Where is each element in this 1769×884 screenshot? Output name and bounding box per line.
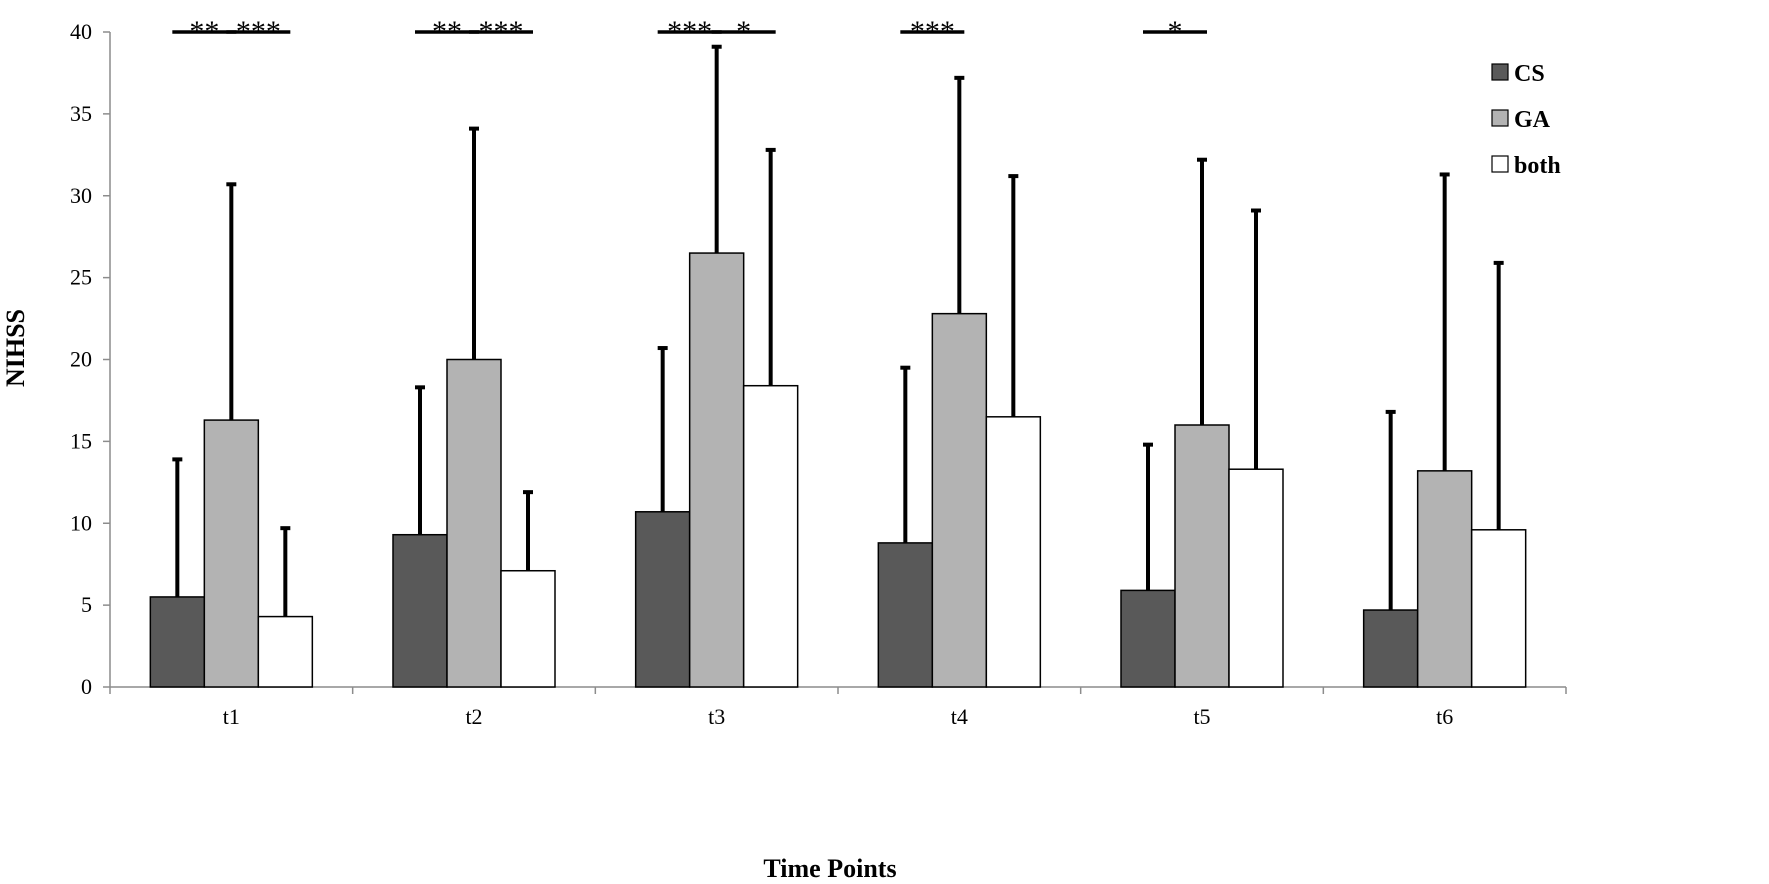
- bar-ga-t1: [203, 419, 260, 688]
- bar-both-t4: [985, 416, 1042, 688]
- significance-label: **: [432, 15, 462, 48]
- y-tick-label: 15: [70, 428, 92, 453]
- significance-label: *: [736, 15, 751, 48]
- bars: [149, 44, 1527, 688]
- y-axis-title: NIHSS: [1, 309, 30, 387]
- legend-label: both: [1514, 153, 1561, 179]
- bar-ga-t3: [688, 252, 745, 688]
- significance-label: ***: [479, 15, 524, 48]
- bar-cs-t5: [1120, 589, 1176, 688]
- bar-both-t2: [500, 569, 556, 688]
- bar-cs-t6: [1362, 609, 1419, 688]
- y-tick-label: 25: [70, 265, 92, 290]
- y-tick-label: 5: [81, 592, 92, 617]
- legend: CS GA both: [1491, 61, 1561, 179]
- y-tick-label: 30: [70, 183, 92, 208]
- significance-label: **: [189, 15, 219, 48]
- significance-label: ***: [236, 15, 281, 48]
- bar-ga-t2: [446, 358, 502, 688]
- bar-cs-t3: [634, 511, 691, 688]
- bar-ga-t5: [1174, 424, 1230, 688]
- bar-both-t6: [1470, 529, 1527, 688]
- legend-swatch: [1491, 155, 1509, 173]
- axes: 0 5 10 15 20 25 30 35 40 t1 t2 t3 t4 t5 t6: [70, 19, 1567, 729]
- x-axis-title: Time Points: [763, 854, 896, 883]
- x-tick-label: t1: [223, 704, 240, 729]
- x-tick-label: t5: [1193, 704, 1210, 729]
- y-tick-label: 35: [70, 101, 92, 126]
- significance-label: ***: [910, 15, 955, 48]
- legend-swatch: [1491, 109, 1509, 127]
- bar-both-t1: [257, 615, 314, 688]
- x-tick-label: t2: [465, 704, 482, 729]
- x-tick-label: t6: [1436, 704, 1453, 729]
- y-tick-label: 20: [70, 347, 92, 372]
- x-tick-label: t3: [708, 704, 725, 729]
- bar-cs-t1: [149, 596, 206, 688]
- bar-ga-t4: [931, 312, 988, 688]
- legend-label: GA: [1514, 107, 1551, 133]
- y-tick-label: 10: [70, 510, 92, 535]
- legend-swatch: [1491, 63, 1509, 81]
- bar-both-t3: [742, 384, 799, 688]
- x-tick-label: t4: [951, 704, 968, 729]
- legend-label: CS: [1514, 61, 1545, 87]
- bar-cs-t2: [392, 533, 448, 688]
- y-tick-label: 40: [70, 19, 92, 44]
- bar-both-t5: [1228, 468, 1284, 688]
- bar-ga-t6: [1416, 470, 1473, 688]
- y-tick-label: 0: [81, 674, 92, 699]
- significance-label: ***: [667, 15, 712, 48]
- significance-markers: ** *** ** *** *** * *** *: [172, 15, 1207, 48]
- significance-label: *: [1168, 15, 1183, 48]
- bar-cs-t4: [877, 542, 934, 688]
